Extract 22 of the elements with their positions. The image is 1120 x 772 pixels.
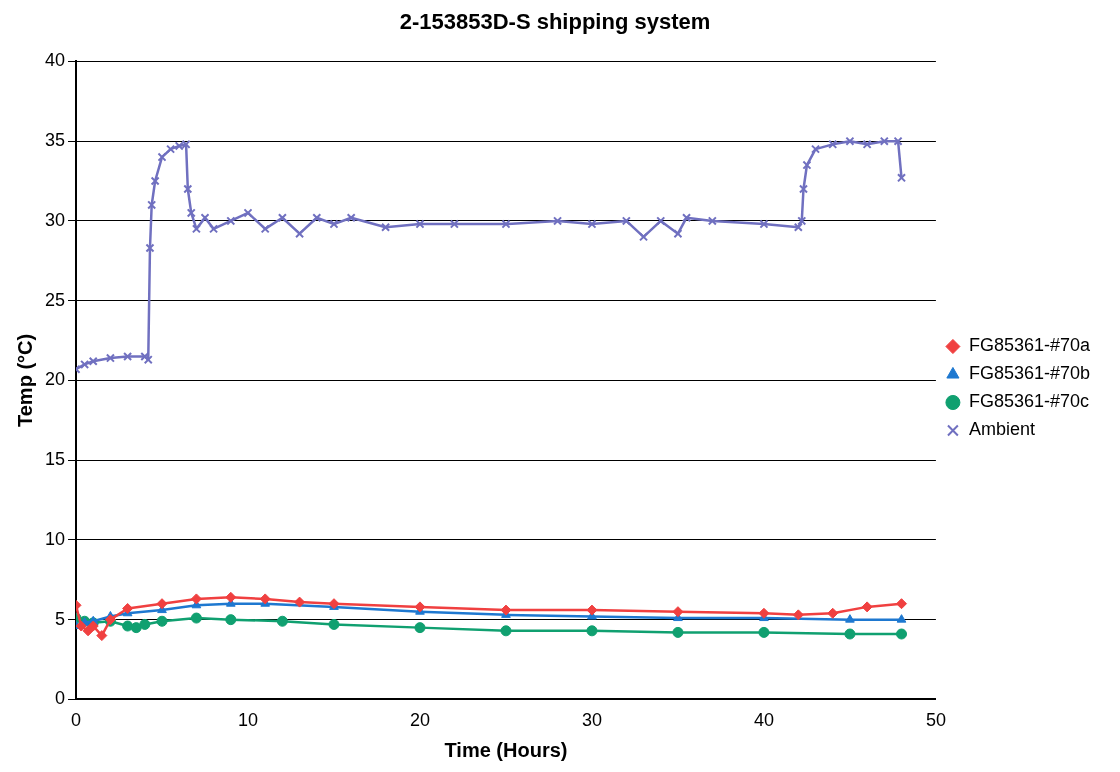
legend-label: FG85361-#70b: [968, 363, 1091, 384]
y-tick-label: 40: [44, 50, 66, 71]
x-tick-label: 50: [925, 710, 946, 731]
y-tick-label: 0: [55, 688, 66, 709]
legend-label: Ambient: [968, 419, 1035, 440]
x-axis-title: Time (Hours): [444, 738, 568, 761]
y-tick-label: 15: [44, 449, 66, 470]
y-tick-label: 25: [44, 289, 66, 310]
y-tick-label: 30: [44, 209, 66, 230]
legend-label: FG85361-#70a: [968, 335, 1091, 356]
y-tick-label: 35: [44, 130, 66, 151]
y-axis-title: Temp (°C): [13, 333, 36, 427]
y-tick-label: 5: [55, 608, 66, 629]
x-tick-label: 30: [581, 710, 602, 731]
y-tick-label: 10: [44, 528, 66, 549]
x-tick-label: 10: [237, 710, 259, 731]
x-tick-label: 0: [71, 710, 82, 731]
y-tick-label: 20: [44, 369, 66, 390]
legend-label: FG85361-#70c: [968, 391, 1089, 412]
x-tick-label: 20: [409, 710, 430, 731]
chart-title: 2-153853D-S shipping system: [399, 9, 711, 35]
x-tick-label: 40: [753, 710, 774, 731]
